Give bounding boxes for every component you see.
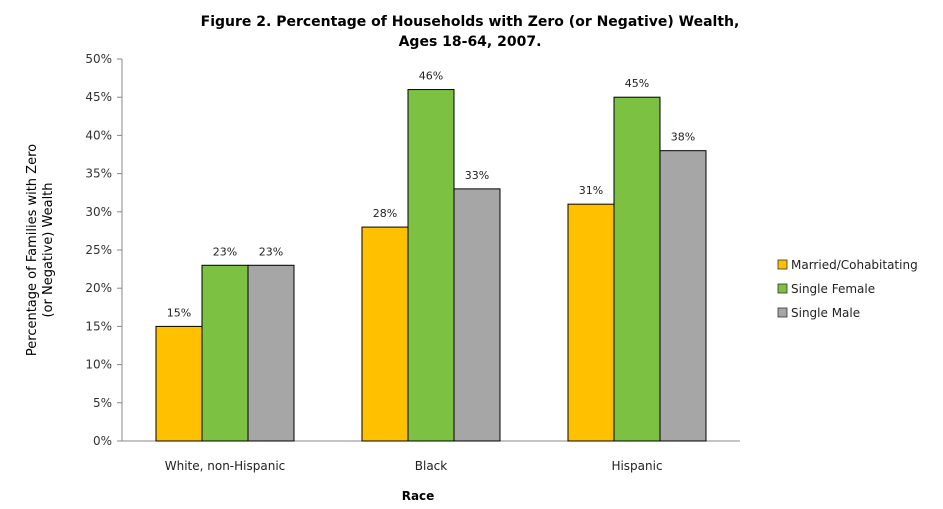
bar-married-cohabitating bbox=[361, 226, 409, 442]
data-label: 15% bbox=[167, 306, 191, 319]
bar-single-female bbox=[407, 89, 455, 442]
y-tick-label: 25% bbox=[85, 243, 112, 257]
data-label: 31% bbox=[579, 184, 603, 197]
bar-single-male bbox=[453, 188, 501, 442]
data-label: 28% bbox=[373, 207, 397, 220]
chart-title: Figure 2. Percentage of Households with … bbox=[201, 14, 740, 30]
x-tick-label: White, non-Hispanic bbox=[165, 459, 286, 473]
data-label: 45% bbox=[625, 77, 649, 90]
legend-swatch bbox=[777, 259, 788, 270]
chart-subtitle: Ages 18-64, 2007. bbox=[399, 34, 542, 50]
y-tick-label: 5% bbox=[93, 396, 112, 410]
y-axis-label-line2: (or Negative) Wealth bbox=[41, 182, 56, 317]
bar-married-cohabitating bbox=[567, 203, 615, 442]
legend-swatch bbox=[777, 283, 788, 294]
y-tick-label: 40% bbox=[85, 128, 112, 142]
bar-single-female bbox=[201, 264, 249, 442]
y-tick-label: 10% bbox=[85, 358, 112, 372]
x-tick-label: Hispanic bbox=[611, 459, 662, 473]
data-label: 38% bbox=[671, 131, 695, 144]
data-label: 46% bbox=[419, 70, 443, 83]
legend-label: Single Female bbox=[791, 282, 875, 296]
bar-single-male bbox=[659, 150, 707, 442]
legend-label: Single Male bbox=[791, 306, 860, 320]
data-label: 23% bbox=[259, 245, 283, 258]
bar-single-female bbox=[613, 96, 661, 442]
data-label: 33% bbox=[465, 169, 489, 182]
y-tick-label: 45% bbox=[85, 90, 112, 104]
legend-swatch bbox=[777, 307, 788, 318]
x-tick-label: Black bbox=[415, 459, 448, 473]
legend-label: Married/Cohabitating bbox=[791, 258, 918, 272]
y-tick-label: 50% bbox=[85, 52, 112, 66]
data-label: 23% bbox=[213, 245, 237, 258]
bar-married-cohabitating bbox=[155, 325, 203, 442]
y-tick-label: 0% bbox=[93, 434, 112, 448]
bar-single-male bbox=[247, 264, 295, 442]
x-axis-label: Race bbox=[402, 489, 435, 503]
y-tick-label: 15% bbox=[85, 319, 112, 333]
y-axis-label-line1: Percentage of Families with Zero bbox=[25, 144, 40, 356]
y-tick-label: 35% bbox=[85, 167, 112, 181]
y-tick-label: 20% bbox=[85, 281, 112, 295]
y-tick-label: 30% bbox=[85, 205, 112, 219]
